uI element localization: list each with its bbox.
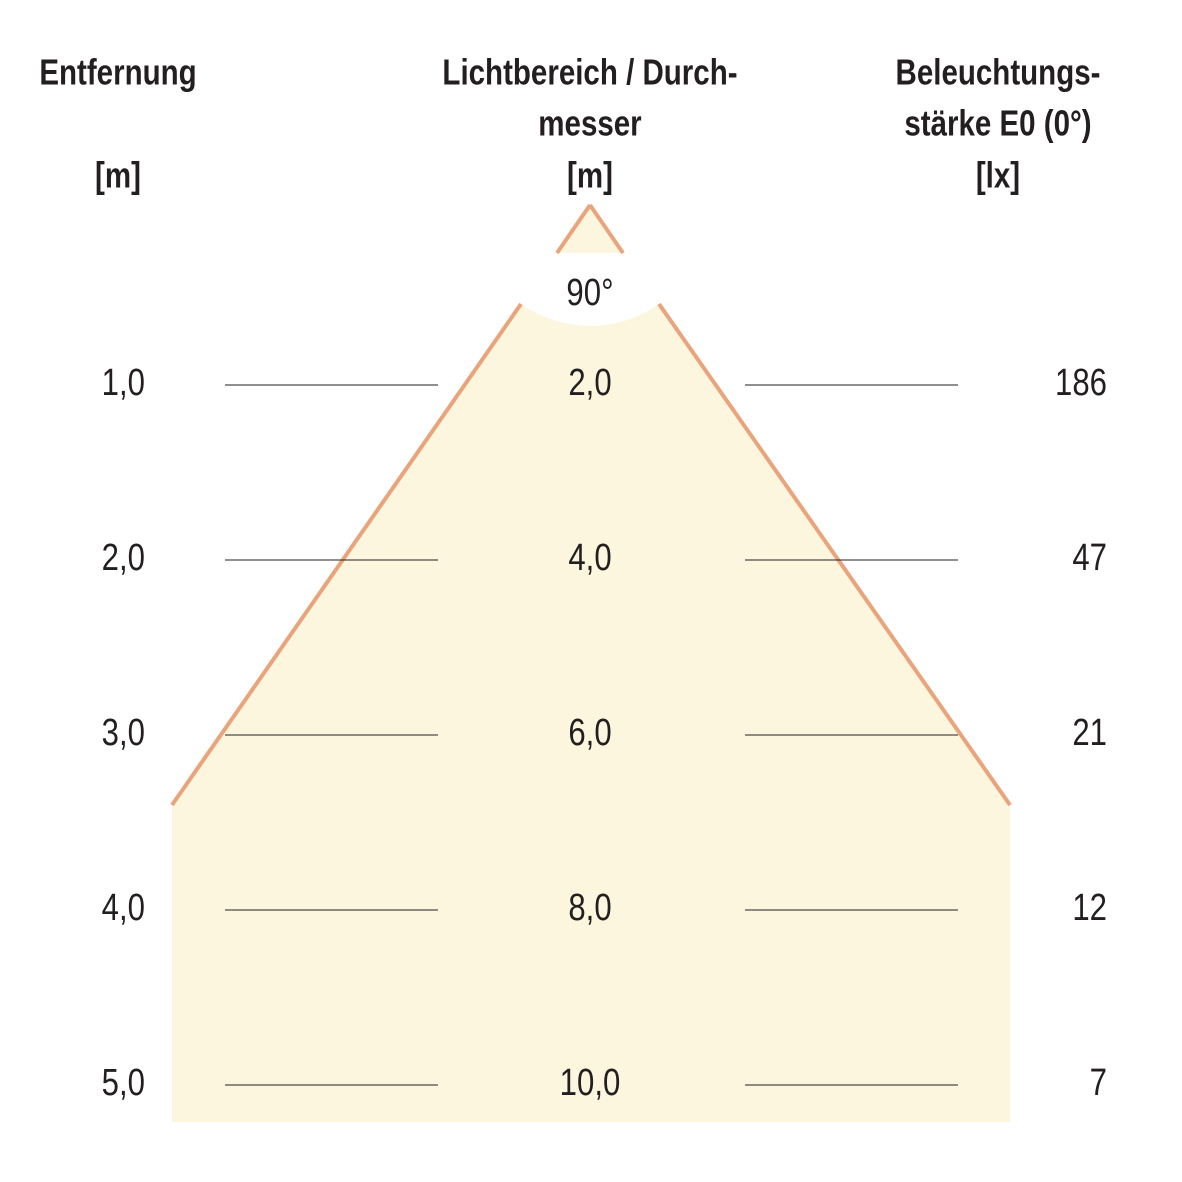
column-title: messer (538, 103, 642, 143)
distance: 4,0 (102, 887, 145, 929)
distance: 5,0 (102, 1062, 145, 1104)
column-title: Lichtbereich / Durch- (442, 52, 737, 92)
illuminance: 7 (1090, 1062, 1107, 1104)
distance: 2,0 (102, 537, 145, 579)
distance: 1,0 (102, 362, 145, 404)
illuminance: 47 (1072, 537, 1107, 579)
texts: Entfernung [m] Lichtbereich / Durch-messer… (39, 52, 1107, 1104)
diameter: 8,0 (568, 887, 611, 929)
cone-edge (170, 302, 523, 807)
column-title: Entfernung (39, 52, 196, 92)
diameter: 10,0 (560, 1062, 621, 1104)
row-lines (225, 384, 958, 1086)
beam-angle: 90° (566, 272, 613, 314)
light-area (172, 205, 1010, 1122)
illuminance: 186 (1055, 362, 1107, 404)
apex (557, 205, 623, 253)
diameter: 2,0 (568, 362, 611, 404)
cone-edge (555, 203, 592, 255)
angle-gap (521, 205, 659, 326)
cone-edge (657, 302, 1012, 807)
cone-edge (588, 203, 625, 255)
column-title: stärke E0 (0°) (904, 103, 1091, 143)
illuminance: 21 (1072, 712, 1107, 754)
distance: 3,0 (102, 712, 145, 754)
column-unit: [m] (567, 155, 613, 195)
diameter: 4,0 (568, 537, 611, 579)
column-title: Beleuchtungs- (896, 52, 1101, 92)
diameter: 6,0 (568, 712, 611, 754)
column-unit: [lx] (976, 155, 1020, 195)
illuminance: 12 (1072, 887, 1107, 929)
cone-edges (170, 203, 1012, 807)
column-unit: [m] (95, 155, 141, 195)
